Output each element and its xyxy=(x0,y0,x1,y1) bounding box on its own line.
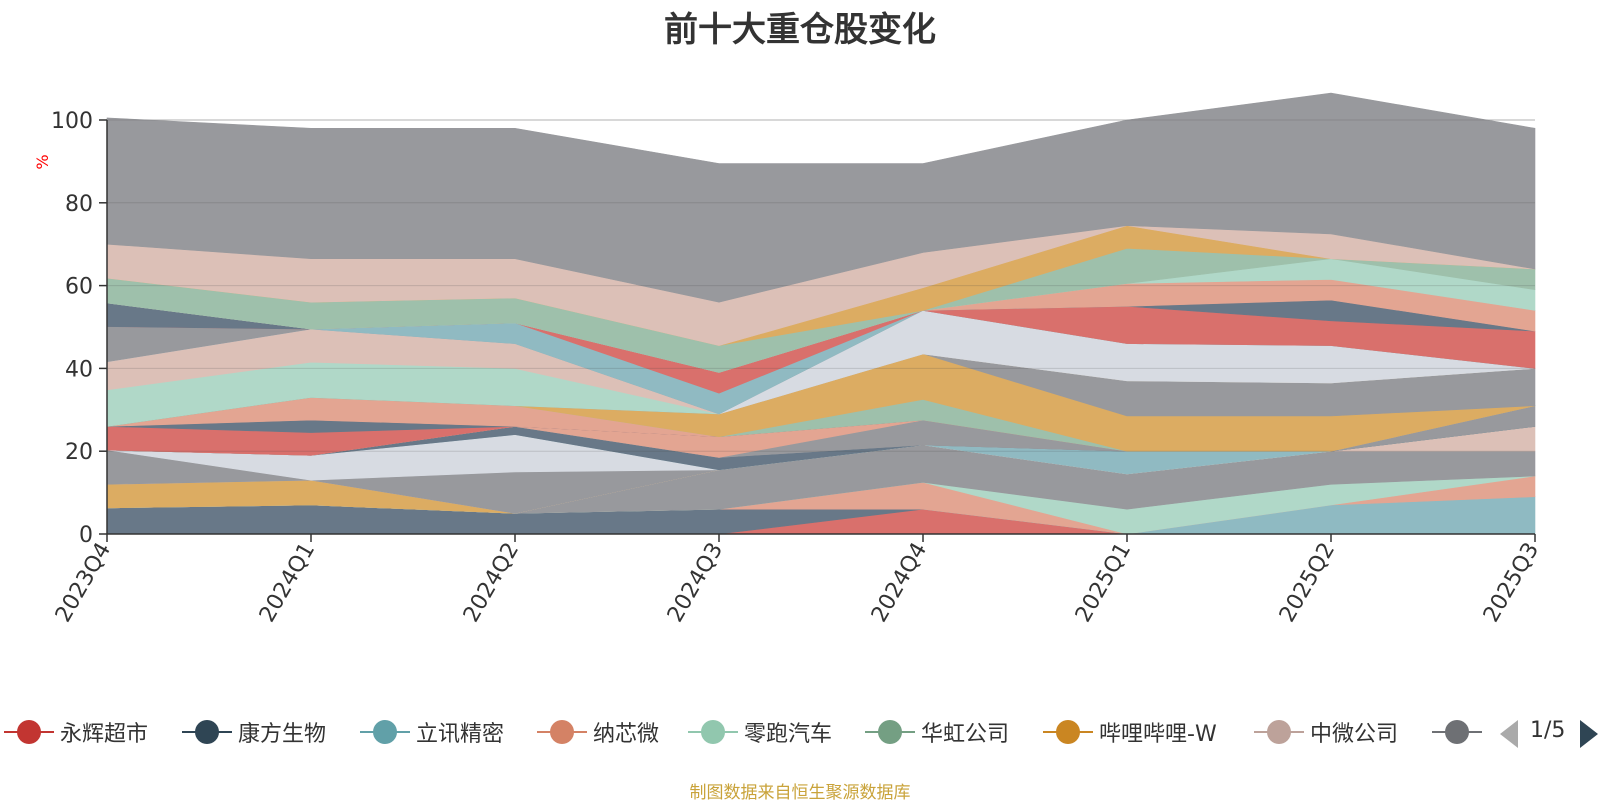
legend-item[interactable]: 中微公司 xyxy=(1250,712,1398,752)
legend-page-indicator: 1/5 xyxy=(1530,718,1566,743)
y-tick-label: 100 xyxy=(51,109,93,134)
legend: 永辉超市 康方生物 立讯精密 纳芯微 零跑汽车 华虹公司 哔哩哔哩-W 中微公司 xyxy=(0,712,1600,752)
legend-marker-icon xyxy=(178,712,236,752)
y-tick-label: 40 xyxy=(65,357,93,382)
x-tick-label: 2024Q3 xyxy=(663,539,728,627)
legend-marker-icon xyxy=(1428,712,1486,752)
y-tick-label: 60 xyxy=(65,275,93,300)
legend-marker-icon xyxy=(533,712,591,752)
legend-item[interactable]: 纳芯微 xyxy=(533,712,659,752)
legend-marker-icon xyxy=(684,712,742,752)
x-tick-label: 2025Q1 xyxy=(1071,539,1136,627)
legend-item[interactable]: 永辉超市 xyxy=(0,712,148,752)
legend-prev-page-icon[interactable] xyxy=(1500,720,1518,748)
legend-marker-icon xyxy=(1039,712,1097,752)
x-tick-label: 2024Q1 xyxy=(255,539,320,627)
legend-item[interactable]: 康方生物 xyxy=(178,712,326,752)
legend-label: 康方生物 xyxy=(238,722,327,747)
chart-title: 前十大重仓股变化 xyxy=(664,10,936,50)
legend-label: 永辉超市 xyxy=(60,722,149,747)
legend-label: 华虹公司 xyxy=(921,722,1010,747)
legend-item[interactable]: 哔哩哔哩-W xyxy=(1039,712,1217,752)
x-tick-label: 2025Q2 xyxy=(1275,539,1340,627)
legend-next-page-icon[interactable] xyxy=(1580,720,1598,748)
legend-marker-icon xyxy=(356,712,414,752)
legend-marker-icon xyxy=(861,712,919,752)
x-tick-label: 2025Q3 xyxy=(1479,539,1544,627)
area-series-35 xyxy=(106,92,1536,303)
y-axis-label: % xyxy=(33,154,52,169)
y-tick-label: 0 xyxy=(79,523,93,548)
legend-marker-icon xyxy=(1250,712,1308,752)
legend-label: 纳芯微 xyxy=(593,722,660,747)
legend-label: 中微公司 xyxy=(1310,722,1399,747)
legend-item[interactable] xyxy=(1428,712,1488,752)
x-tick-label: 2024Q4 xyxy=(867,539,932,627)
legend-label: 零跑汽车 xyxy=(744,722,833,747)
x-tick-label: 2023Q4 xyxy=(51,539,116,627)
legend-item[interactable]: 华虹公司 xyxy=(861,712,1009,752)
legend-item[interactable]: 零跑汽车 xyxy=(684,712,832,752)
legend-label: 哔哩哔哩-W xyxy=(1099,722,1217,747)
legend-item[interactable]: 立讯精密 xyxy=(356,712,504,752)
y-tick-label: 20 xyxy=(65,440,93,465)
source-note: 制图数据来自恒生聚源数据库 xyxy=(689,783,911,803)
y-tick-label: 80 xyxy=(65,192,93,217)
legend-marker-icon xyxy=(0,712,58,752)
x-tick-label: 2024Q2 xyxy=(459,539,524,627)
legend-label: 立讯精密 xyxy=(416,722,505,747)
